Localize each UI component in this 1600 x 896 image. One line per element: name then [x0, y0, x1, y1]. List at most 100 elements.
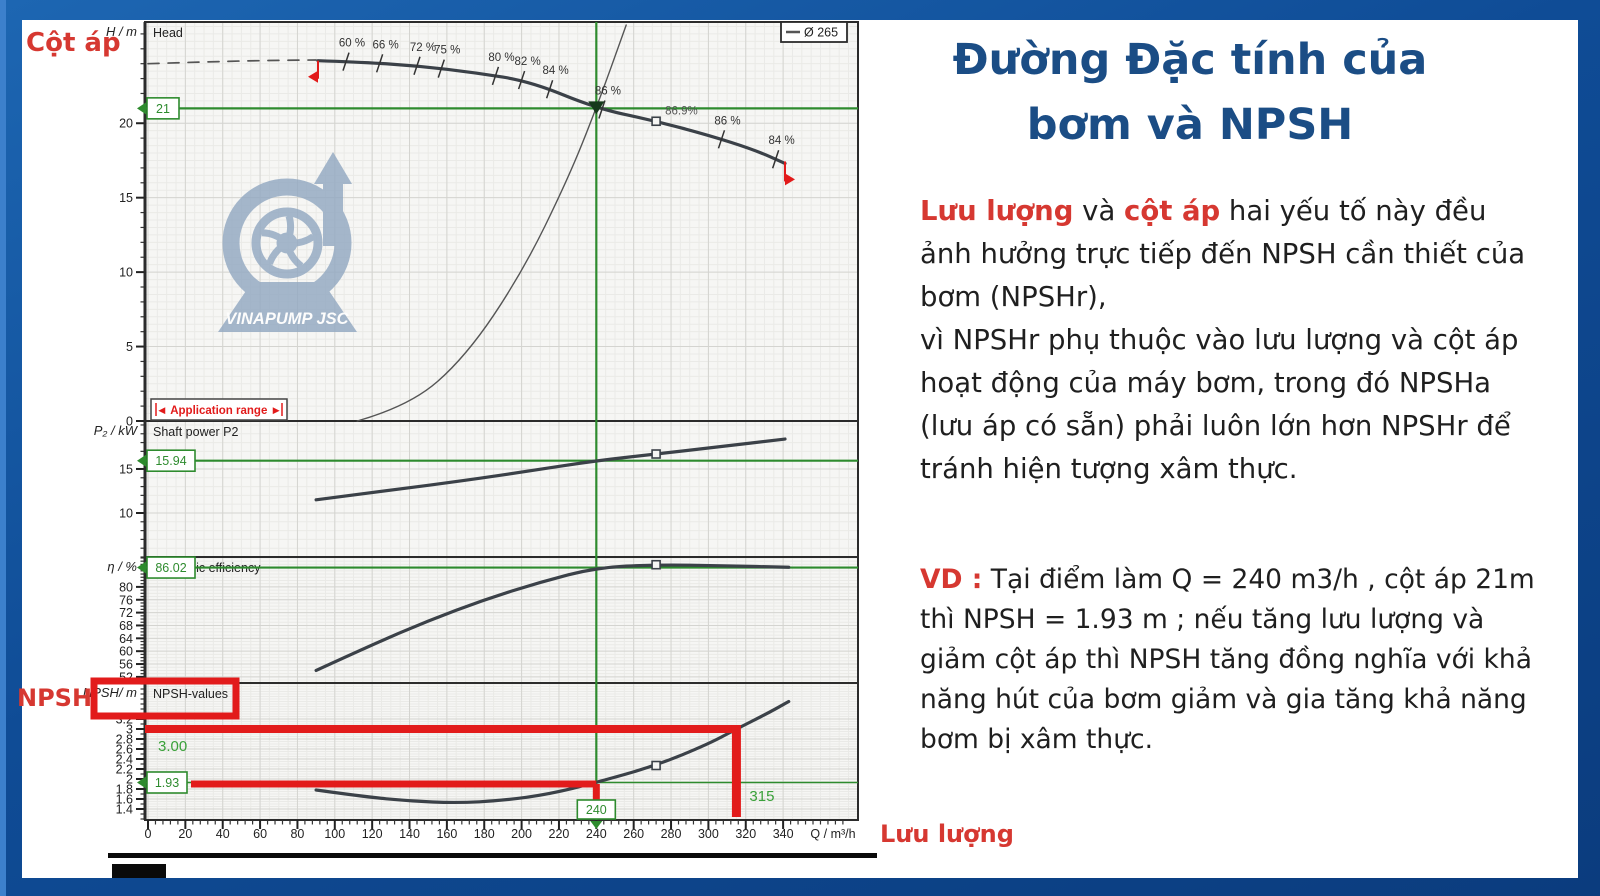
- svg-text:Shaft power P2: Shaft power P2: [153, 425, 239, 439]
- svg-text:180: 180: [474, 827, 495, 841]
- application-range-box: [150, 398, 288, 421]
- svg-text:20: 20: [178, 827, 192, 841]
- svg-text:72: 72: [119, 606, 133, 620]
- system-curve: [356, 24, 627, 422]
- svg-text:260: 260: [623, 827, 644, 841]
- svg-text:10: 10: [119, 506, 133, 520]
- svg-text:72 %: 72 %: [410, 42, 436, 54]
- svg-text:280: 280: [661, 827, 682, 841]
- svg-text:315: 315: [749, 788, 774, 805]
- svg-text:10: 10: [119, 266, 133, 280]
- svg-text:0: 0: [145, 827, 152, 841]
- svg-text:15: 15: [119, 191, 133, 205]
- svg-text:60: 60: [253, 827, 267, 841]
- efficiency-labels: 60 % 66 % 72 %75 %80 % 82 %84 %86 %86 %84 %…: [339, 38, 795, 771]
- svg-text:2.6: 2.6: [116, 743, 133, 757]
- svg-text:Q / m³/h: Q / m³/h: [810, 827, 855, 841]
- svg-text:120: 120: [362, 827, 383, 841]
- svg-text:1.93: 1.93: [155, 776, 179, 790]
- svg-text:2.4: 2.4: [116, 753, 133, 767]
- svg-text:86.9%: 86.9%: [665, 105, 698, 117]
- svg-text:3.00: 3.00: [158, 738, 187, 755]
- svg-text:15: 15: [119, 462, 133, 476]
- efficiency-curve: [314, 563, 791, 673]
- svg-text:100: 100: [324, 827, 345, 841]
- svg-text:Head: Head: [153, 26, 183, 40]
- svg-text:21: 21: [156, 102, 170, 116]
- svg-text:80: 80: [119, 580, 133, 594]
- left-accent-stripe: [0, 0, 6, 896]
- scroll-chip[interactable]: [112, 864, 166, 878]
- svg-text:86 %: 86 %: [714, 115, 740, 127]
- svg-text:60 %: 60 %: [339, 38, 365, 50]
- svg-text:76: 76: [119, 593, 133, 607]
- svg-text:VINAPUMP JSC: VINAPUMP JSC: [225, 310, 349, 328]
- svg-text:H / m: H / m: [106, 24, 137, 39]
- svg-text:64: 64: [119, 632, 133, 646]
- vinapump-logo: VINAPUMP JSC: [218, 152, 357, 332]
- body-text: hai yếu tố này đều ảnh hưởng trực tiếp đ…: [920, 195, 1526, 313]
- svg-text:84 %: 84 %: [543, 65, 569, 77]
- svg-text:2: 2: [126, 773, 133, 787]
- operating-value-boxes: 21 15.94 86.02 1.93 3.00 315 240: [137, 97, 774, 829]
- svg-text:3: 3: [126, 723, 133, 737]
- head-dashed: [147, 59, 317, 65]
- divider-line: [108, 853, 877, 858]
- svg-text:56: 56: [119, 658, 133, 672]
- svg-text:84 %: 84 %: [769, 135, 795, 147]
- svg-text:66 %: 66 %: [373, 39, 399, 51]
- chart-captions: Ø 265 ◄ Application range ►: [150, 21, 848, 421]
- page-title-line1: Đường Đặc tính của: [952, 35, 1428, 85]
- svg-text:80: 80: [290, 827, 304, 841]
- curve-limit-flags: [307, 60, 795, 186]
- page-title: Đường Đặc tính của bơm và NPSH: [890, 28, 1490, 158]
- operating-point-marker: [588, 101, 605, 115]
- highlight-text: Lưu lượng: [920, 195, 1074, 227]
- svg-text:75 %: 75 %: [434, 45, 460, 57]
- svg-text:20: 20: [119, 117, 133, 131]
- body-text: vì NPSHr phụ thuộc vào lưu lượng và cột …: [920, 324, 1519, 485]
- intro-paragraph: Lưu lượng và cột áp hai yếu tố này đều ả…: [920, 190, 1534, 491]
- example-paragraph: VD : Tại điểm làm Q = 240 m3/h , cột áp …: [920, 560, 1542, 760]
- svg-text:220: 220: [549, 827, 570, 841]
- svg-text:1.4: 1.4: [116, 803, 133, 817]
- svg-text:86.02: 86.02: [155, 561, 186, 575]
- body-text: Tại điểm làm Q = 240 m3/h , cột áp 21m t…: [920, 564, 1535, 755]
- power-curve: [314, 437, 787, 502]
- svg-text:340: 340: [773, 827, 794, 841]
- highlight-text: VD :: [920, 564, 983, 595]
- svg-text:2.2: 2.2: [116, 763, 133, 777]
- svg-text:NPSH-values: NPSH-values: [153, 687, 228, 701]
- svg-text:60: 60: [119, 645, 133, 659]
- svg-text:5: 5: [126, 340, 133, 354]
- svg-text:300: 300: [698, 827, 719, 841]
- npsh-annotation-red: [90, 677, 741, 817]
- svg-text:240: 240: [586, 827, 607, 841]
- svg-text:2.8: 2.8: [116, 733, 133, 747]
- npsh-axis-annotation: NPSH: [17, 684, 93, 712]
- body-text: và: [1073, 195, 1125, 227]
- svg-text:200: 200: [511, 827, 532, 841]
- svg-text:82 %: 82 %: [514, 56, 540, 68]
- svg-text:15.94: 15.94: [155, 454, 186, 468]
- svg-text:320: 320: [735, 827, 756, 841]
- page-title-line2: bơm và NPSH: [1026, 100, 1354, 150]
- svg-text:1.8: 1.8: [116, 783, 133, 797]
- svg-text:Ø 265: Ø 265: [804, 26, 838, 40]
- head-axis-annotation: Cột áp: [26, 28, 121, 58]
- svg-text:P₂ / kW: P₂ / kW: [94, 423, 139, 438]
- svg-text:240: 240: [586, 803, 607, 817]
- highlight-text: cột áp: [1124, 195, 1221, 227]
- svg-text:160: 160: [436, 827, 457, 841]
- svg-text:η / %: η / %: [107, 559, 137, 574]
- svg-text:68: 68: [119, 619, 133, 633]
- flow-axis-annotation: Lưu lượng: [880, 820, 1014, 848]
- svg-text:140: 140: [399, 827, 420, 841]
- svg-text:0: 0: [126, 415, 133, 429]
- svg-text:1.6: 1.6: [116, 793, 133, 807]
- svg-text:◄ Application range ►: ◄ Application range ►: [156, 405, 282, 417]
- svg-text:40: 40: [216, 827, 230, 841]
- svg-text:86 %: 86 %: [595, 86, 621, 98]
- svg-text:80 %: 80 %: [488, 52, 514, 64]
